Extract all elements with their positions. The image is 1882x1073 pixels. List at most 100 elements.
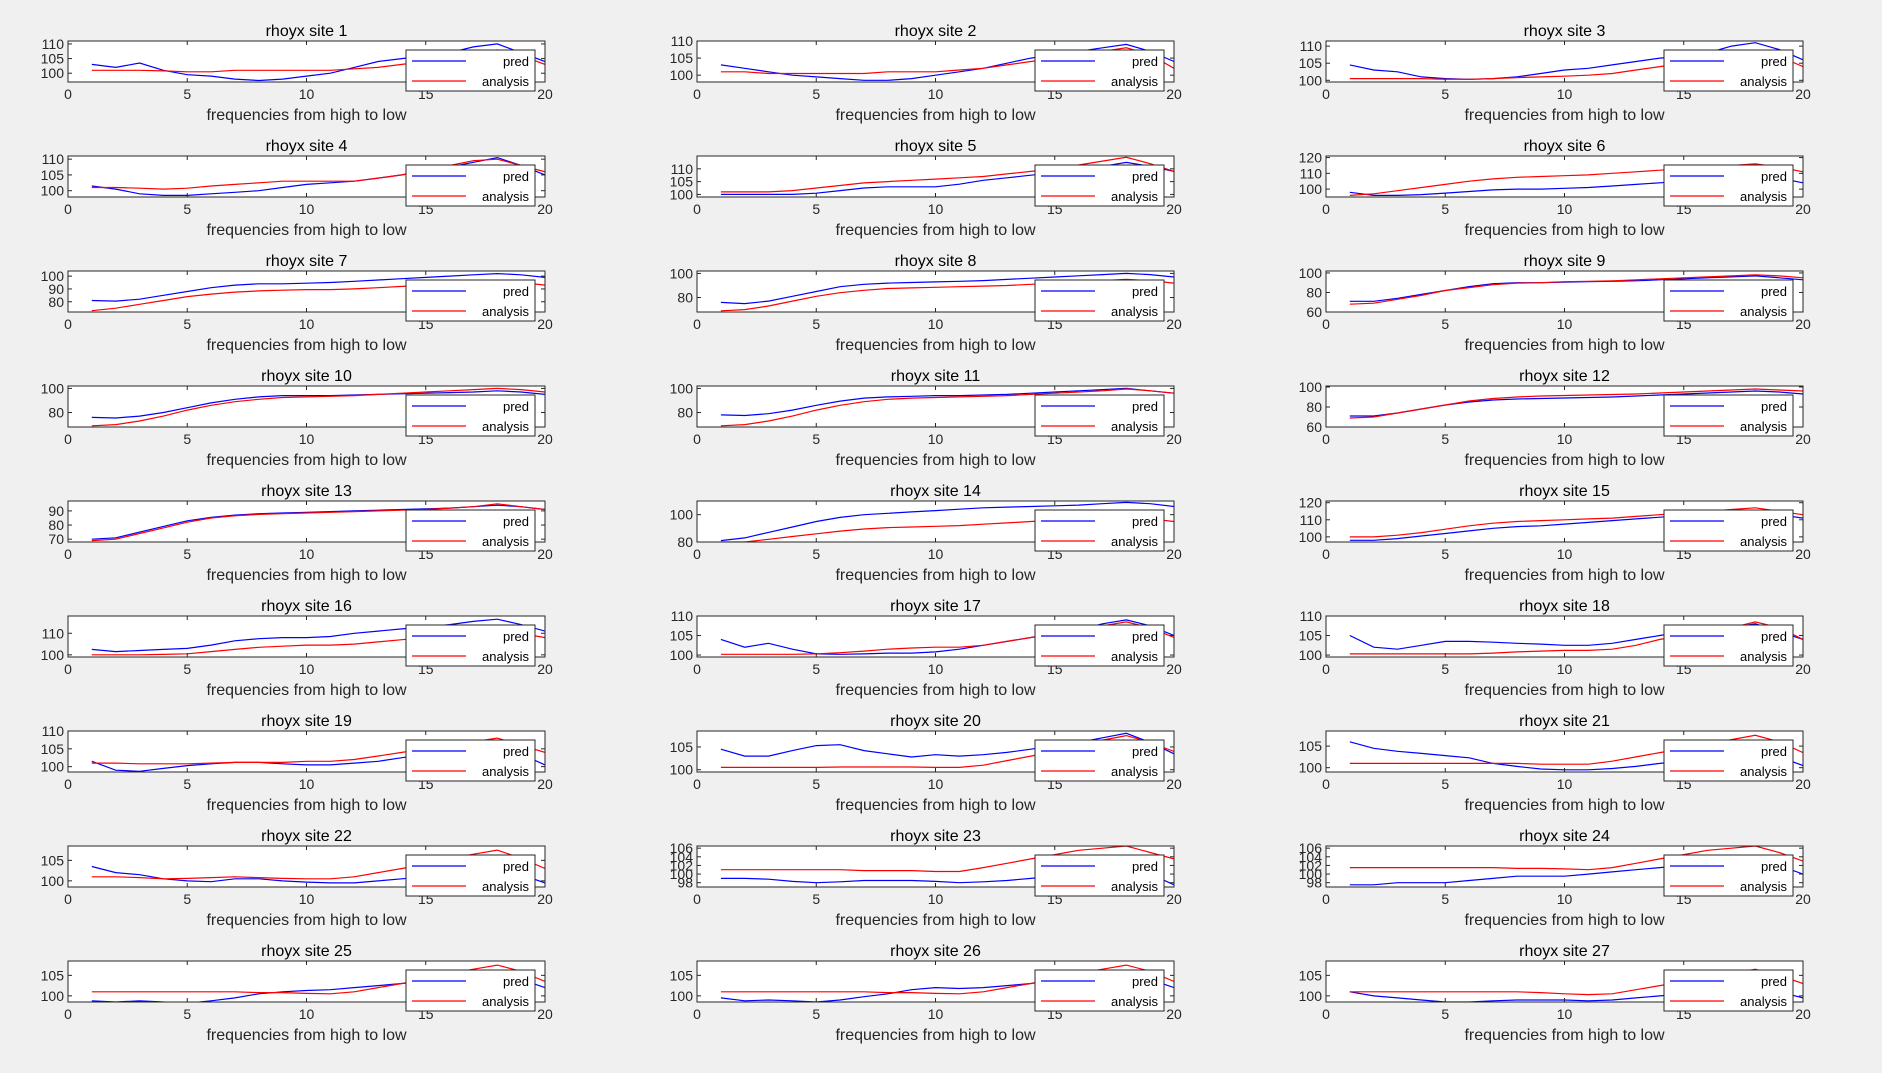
y-tick-label: 105 [41,51,65,67]
x-tick-label: 0 [1322,316,1330,332]
x-tick-label: 20 [1795,201,1811,217]
x-tick-label: 0 [64,661,72,677]
y-tick-label: 100 [41,647,65,663]
y-tick-label: 100 [1299,760,1323,776]
subplot-title: rhoyx site 1 [266,23,348,40]
legend: pred analysis [405,739,536,782]
x-tick-label: 5 [183,316,191,332]
y-tick-label: 100 [1299,988,1323,1004]
legend-box [1663,49,1794,92]
legend: pred analysis [405,854,536,897]
legend: pred analysis [1663,969,1794,1012]
legend-box [1663,624,1794,667]
series-line-pred [91,156,545,196]
legend-box [1663,164,1794,207]
legend-box [1663,394,1794,437]
y-tick-label: 120 [1299,150,1323,166]
legend-label-pred: pred [503,859,529,874]
legend-label-pred: pred [1132,284,1158,299]
y-tick-label: 100 [41,183,65,199]
subplot-title: rhoyx site 11 [891,368,981,385]
x-tick-label: 20 [1166,546,1182,562]
y-tick-label: 110 [671,161,694,177]
x-tick-label: 5 [1441,86,1449,102]
y-tick-label: 100 [41,380,65,396]
x-axis-label: frequencies from high to low [1464,797,1665,814]
y-tick-label: 98 [677,875,693,891]
subplot-title: rhoyx site 9 [1524,253,1606,270]
x-tick-label: 20 [1795,546,1811,562]
y-tick-label: 100 [670,647,694,663]
legend-label-pred: pred [503,629,529,644]
legend-box [405,509,536,552]
y-tick-label: 100 [1299,265,1323,281]
y-tick-label: 100 [1299,529,1323,545]
x-tick-label: 0 [1322,546,1330,562]
x-tick-label: 5 [812,316,820,332]
x-tick-label: 20 [537,316,553,332]
y-tick-label: 102 [1299,857,1323,873]
legend-label-pred: pred [503,169,529,184]
series-line-analysis [91,158,545,190]
x-tick-label: 20 [537,891,553,907]
y-tick-label: 110 [42,625,65,641]
legend-label-analysis: analysis [482,994,529,1009]
y-tick-label: 100 [670,67,694,83]
x-tick-label: 0 [693,316,701,332]
x-tick-label: 20 [1795,86,1811,102]
legend: pred analysis [1034,509,1165,552]
y-tick-label: 100 [670,380,694,396]
legend-label-analysis: analysis [482,189,529,204]
x-tick-label: 10 [1557,201,1573,217]
y-tick-label: 105 [670,50,694,66]
y-tick-label: 102 [670,857,694,873]
subplot-title: rhoyx site 25 [261,943,352,960]
legend-label-analysis: analysis [482,534,529,549]
legend-label-analysis: analysis [1111,189,1158,204]
y-tick-label: 120 [1299,495,1323,511]
x-tick-label: 20 [537,86,553,102]
legend-label-analysis: analysis [1111,534,1158,549]
subplot-title: rhoyx site 3 [1524,23,1606,40]
legend-label-analysis: analysis [482,649,529,664]
legend: pred analysis [1034,624,1165,667]
y-tick-label: 100 [670,866,694,882]
y-tick-label: 110 [671,33,694,49]
x-tick-label: 0 [64,316,72,332]
x-tick-label: 0 [693,546,701,562]
y-tick-label: 110 [42,723,65,739]
legend-label-analysis: analysis [1740,534,1787,549]
legend-box [405,854,536,897]
legend-label-analysis: analysis [1740,419,1787,434]
legend-box [1034,969,1165,1012]
x-tick-label: 0 [1322,201,1330,217]
x-axis-label: frequencies from high to low [835,337,1036,354]
x-axis-label: frequencies from high to low [1464,452,1665,469]
subplot-title: rhoyx site 7 [266,253,348,270]
series-line-pred [720,43,1174,81]
x-tick-label: 20 [1795,316,1811,332]
x-tick-label: 0 [64,776,72,792]
y-tick-label: 80 [48,405,64,421]
x-axis-label: frequencies from high to low [835,912,1036,929]
legend: pred analysis [405,164,536,207]
x-tick-label: 0 [693,86,701,102]
x-axis-label: frequencies from high to low [206,337,407,354]
y-tick-label: 100 [41,268,65,284]
subplot-title: rhoyx site 13 [261,483,352,500]
legend-box [405,739,536,782]
x-tick-label: 0 [64,201,72,217]
x-tick-label: 5 [812,776,820,792]
y-tick-label: 104 [1299,849,1323,865]
legend-box [1034,49,1165,92]
legend-box [405,624,536,667]
subplot-title: rhoyx site 15 [1519,483,1610,500]
legend-label-pred: pred [1761,744,1787,759]
x-tick-label: 20 [537,776,553,792]
